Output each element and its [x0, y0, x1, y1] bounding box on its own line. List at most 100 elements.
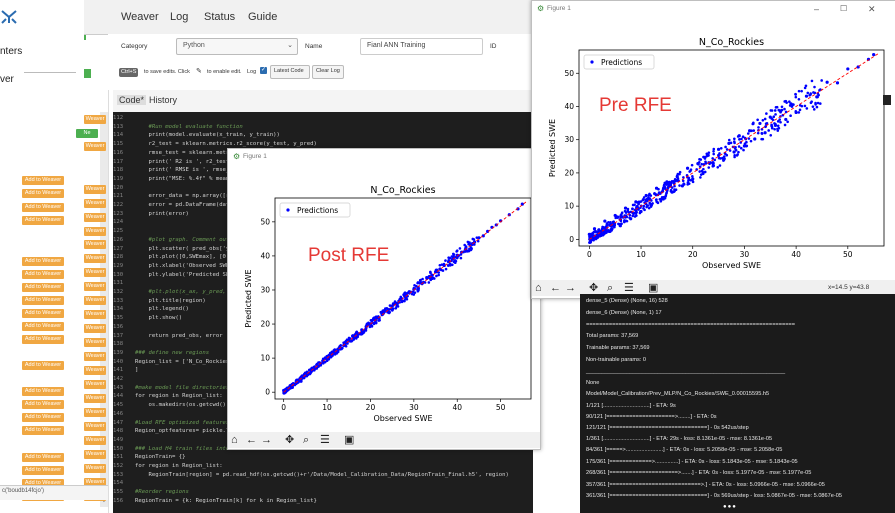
weaver-button[interactable]: Weaver — [84, 142, 106, 151]
weaver-button[interactable]: Weaver — [84, 394, 106, 403]
add-to-weaver-button[interactable]: Add to Weaver — [22, 309, 64, 318]
nav-weaver[interactable]: Weaver — [121, 11, 159, 23]
zoom-icon[interactable]: ⌕ — [607, 282, 614, 294]
data-point — [333, 353, 337, 356]
close-icon[interactable]: ✕ — [868, 4, 876, 14]
data-point — [783, 123, 787, 127]
sidebar-item-weaver[interactable]: ver — [0, 74, 14, 85]
category-select[interactable]: Python ⌄ — [176, 38, 298, 55]
save-icon[interactable]: ▣ — [344, 434, 355, 446]
data-point — [797, 111, 801, 114]
data-point — [421, 277, 424, 281]
add-to-weaver-button[interactable]: Add to Weaver — [22, 322, 64, 331]
add-to-weaver-button[interactable]: Add to Weaver — [22, 387, 64, 396]
add-to-weaver-button[interactable]: Add to Weaver — [22, 257, 64, 266]
pan-icon[interactable]: ✥ — [285, 434, 295, 446]
latest-code-button[interactable]: Latest Code — [270, 65, 310, 79]
back-arrow-icon[interactable]: ← — [550, 282, 561, 294]
terminal-line: 175/361 [=============>...............] … — [586, 459, 798, 465]
new-badge: Ne — [76, 129, 98, 138]
weaver-button[interactable]: Weaver — [84, 478, 106, 487]
weaver-button[interactable]: Weaver — [84, 115, 106, 124]
weaver-button[interactable]: Weaver — [84, 227, 106, 236]
weaver-button[interactable]: Weaver — [84, 254, 106, 263]
add-to-weaver-button[interactable]: Add to Weaver — [22, 203, 64, 212]
weaver-button[interactable]: Weaver — [84, 282, 106, 291]
code-text: #Run model evaluate function — [135, 123, 243, 130]
add-to-weaver-button[interactable]: Add to Weaver — [22, 426, 64, 435]
data-point — [429, 278, 433, 282]
tab-history[interactable]: History — [149, 95, 178, 105]
add-to-weaver-button[interactable]: Add to Weaver — [22, 296, 64, 305]
nav-status[interactable]: Status — [204, 11, 236, 23]
add-to-weaver-button[interactable]: Add to Weaver — [22, 270, 64, 279]
code-text: print(model.evaluate(x_train, y_train)) — [135, 132, 280, 139]
add-to-weaver-button[interactable]: Add to Weaver — [22, 189, 64, 198]
sidebar-item-clusters[interactable]: nters — [0, 46, 23, 57]
x-axis-label: Observed SWE — [373, 414, 432, 423]
data-point — [780, 108, 784, 112]
weaver-button[interactable]: Weaver — [84, 436, 106, 445]
data-point — [738, 138, 741, 141]
weaver-button[interactable]: Weaver — [84, 352, 106, 361]
configure-subplots-icon[interactable]: ☰ — [624, 282, 634, 294]
add-to-weaver-button[interactable]: Add to Weaver — [22, 479, 64, 488]
weaver-button[interactable]: Weaver — [84, 268, 106, 277]
weaver-button[interactable]: Weaver — [84, 450, 106, 459]
maximize-icon[interactable]: ☐ — [840, 4, 848, 13]
data-point — [806, 91, 810, 95]
weaver-button[interactable]: Weaver — [84, 199, 106, 208]
home-icon[interactable]: ⌂ — [231, 434, 238, 446]
back-arrow-icon[interactable]: ← — [246, 434, 257, 446]
pan-icon[interactable]: ✥ — [589, 282, 599, 294]
forward-arrow-icon[interactable]: → — [565, 282, 576, 294]
code-text: ### Load H4 train files into — [135, 445, 230, 452]
nav-log[interactable]: Log — [170, 11, 189, 23]
weaver-button[interactable]: Weaver — [84, 408, 106, 417]
add-to-weaver-button[interactable]: Add to Weaver — [22, 335, 64, 344]
weaver-button[interactable]: Weaver — [84, 422, 106, 431]
add-to-weaver-button[interactable]: Add to Weaver — [22, 453, 64, 462]
data-point — [756, 131, 760, 135]
weaver-button[interactable]: Weaver — [84, 310, 106, 319]
home-icon[interactable]: ⌂ — [535, 282, 542, 294]
add-to-weaver-button[interactable]: Add to Weaver — [22, 176, 64, 185]
x-tick-label: 0 — [281, 403, 286, 412]
zoom-icon[interactable]: ⌕ — [303, 434, 310, 446]
nav-guide[interactable]: Guide — [248, 11, 278, 23]
clear-log-button[interactable]: Clear Log — [312, 65, 344, 79]
configure-subplots-icon[interactable]: ☰ — [320, 434, 330, 446]
add-to-weaver-button[interactable]: Add to Weaver — [22, 361, 64, 370]
weaver-button[interactable]: Weaver — [84, 380, 106, 389]
weaver-column-scrollbar[interactable]: ▼ — [100, 112, 108, 507]
code-text: print(' R2 is ', r2_test — [135, 158, 230, 165]
add-to-weaver-button[interactable]: Add to Weaver — [22, 400, 64, 409]
save-icon[interactable]: ▣ — [648, 282, 659, 294]
add-to-weaver-button[interactable]: Add to Weaver — [22, 283, 64, 292]
weaver-button[interactable]: Weaver — [84, 324, 106, 333]
minimize-icon[interactable]: – — [814, 4, 820, 14]
weaver-button[interactable]: Weaver — [84, 296, 106, 305]
add-to-weaver-button[interactable]: Add to Weaver — [22, 216, 64, 225]
add-to-weaver-button[interactable]: Add to Weaver — [22, 466, 64, 475]
weaver-button[interactable]: Weaver — [84, 338, 106, 347]
edit-icon[interactable]: ✎ — [196, 68, 202, 75]
weaver-button[interactable]: Weaver — [84, 240, 106, 249]
data-point — [794, 95, 798, 99]
add-to-weaver-button[interactable]: Add to Weaver — [22, 413, 64, 422]
scroll-down-arrow-icon[interactable]: ▼ — [101, 498, 107, 504]
code-text: RegionTrain= {} — [135, 454, 186, 461]
weaver-button[interactable]: Weaver — [84, 366, 106, 375]
log-checkbox[interactable]: ✓ — [260, 67, 267, 74]
data-point — [323, 356, 327, 360]
code-text: return pred_obs, error — [135, 332, 223, 339]
name-input[interactable]: Fianl ANN Training — [360, 38, 483, 55]
log-terminal[interactable]: ●●● dense_5 (Dense) (None, 16) 528 dense_… — [580, 294, 895, 513]
weaver-button[interactable]: Weaver — [84, 185, 106, 194]
weaver-button[interactable]: Weaver — [84, 213, 106, 222]
forward-arrow-icon[interactable]: → — [261, 434, 272, 446]
weaver-button[interactable]: Weaver — [84, 464, 106, 473]
pagination-dots[interactable]: ●●● — [723, 504, 737, 510]
figure-window-title: Figure 1 — [243, 153, 267, 160]
tab-code[interactable]: Code* — [117, 95, 147, 105]
